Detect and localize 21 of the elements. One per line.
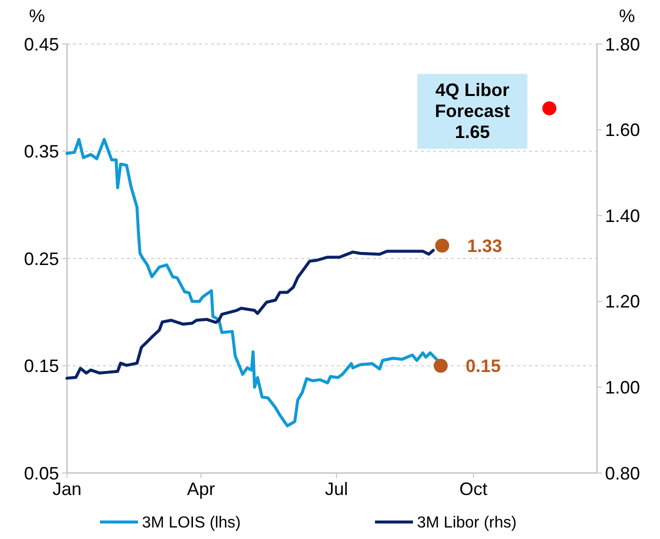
legend-label: 3M Libor (rhs) bbox=[417, 514, 517, 532]
y2-tick-label: 0.80 bbox=[605, 463, 640, 484]
line-series bbox=[66, 248, 435, 380]
data-label: 1.33 bbox=[467, 236, 502, 256]
y2-tick-label: 1.40 bbox=[605, 206, 640, 226]
annotation: 4Q Libor Forecast 1.65 bbox=[434, 80, 510, 142]
y2-tick-label: 1.00 bbox=[605, 378, 640, 398]
y2-tick-label: 1.20 bbox=[605, 292, 640, 312]
x-tick-label: Apr bbox=[186, 479, 215, 499]
y2-tick-label: 1.80 bbox=[605, 34, 640, 54]
legend-label: 3M LOIS (lhs) bbox=[142, 514, 241, 532]
y-tick-label: 0.45 bbox=[24, 34, 59, 54]
y2-axis-title: % bbox=[618, 6, 636, 26]
x-tick-label: Jul bbox=[324, 479, 348, 499]
y-axis-title: % bbox=[28, 6, 46, 26]
y-tick-label: 0.35 bbox=[24, 142, 59, 162]
data-label: 0.15 bbox=[466, 356, 501, 376]
y2-tick-label: 1.60 bbox=[605, 120, 640, 140]
x-tick-label: Oct bbox=[459, 479, 488, 499]
y-tick-label: 0.25 bbox=[24, 248, 59, 269]
y-tick-label: 0.15 bbox=[24, 356, 59, 376]
